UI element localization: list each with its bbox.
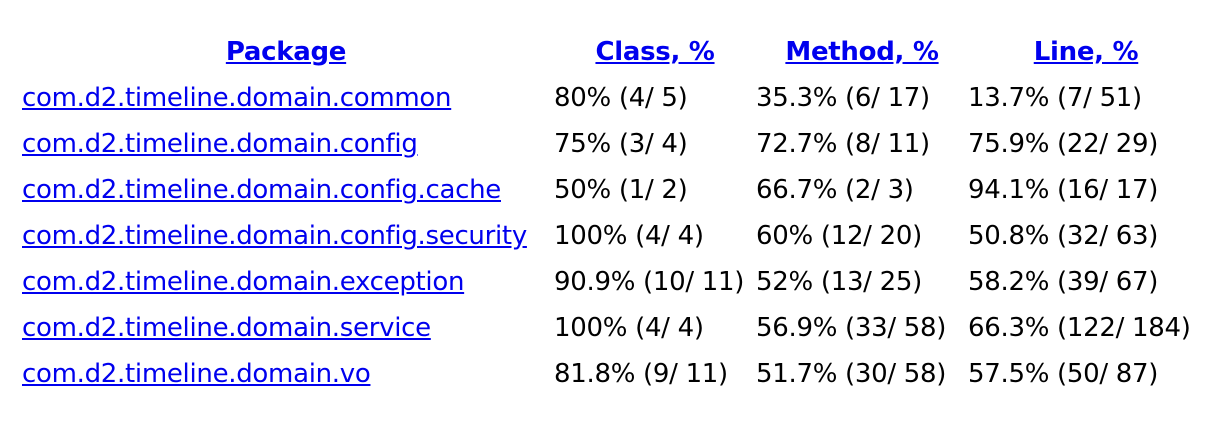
table-row: com.d2.timeline.domain.service 100% (4/ … bbox=[18, 305, 1204, 351]
method-coverage: 60% (12/ 20) bbox=[756, 221, 922, 251]
package-link[interactable]: com.d2.timeline.domain.config bbox=[22, 129, 418, 159]
package-link[interactable]: com.d2.timeline.domain.config.security bbox=[22, 221, 527, 251]
class-coverage: 80% (4/ 5) bbox=[554, 83, 688, 113]
package-cell: com.d2.timeline.domain.service bbox=[18, 305, 554, 351]
package-link[interactable]: com.d2.timeline.domain.vo bbox=[22, 359, 371, 389]
method-coverage: 35.3% (6/ 17) bbox=[756, 83, 930, 113]
sort-by-class-link[interactable]: Class, % bbox=[595, 36, 715, 67]
method-coverage: 52% (13/ 25) bbox=[756, 267, 922, 297]
package-cell: com.d2.timeline.domain.config.cache bbox=[18, 167, 554, 213]
header-row: Package Class, % Method, % Line, % bbox=[18, 28, 1204, 75]
line-coverage: 75.9% (22/ 29) bbox=[968, 129, 1159, 159]
line-header: Line, % bbox=[968, 28, 1204, 75]
class-coverage: 90.9% (10/ 11) bbox=[554, 267, 745, 297]
class-coverage: 75% (3/ 4) bbox=[554, 129, 688, 159]
line-coverage: 94.1% (16/ 17) bbox=[968, 175, 1159, 205]
method-coverage: 72.7% (8/ 11) bbox=[756, 129, 930, 159]
method-header: Method, % bbox=[756, 28, 968, 75]
table-row: com.d2.timeline.domain.config.cache 50% … bbox=[18, 167, 1204, 213]
class-coverage: 100% (4/ 4) bbox=[554, 221, 704, 251]
class-coverage: 50% (1/ 2) bbox=[554, 175, 688, 205]
line-coverage: 66.3% (122/ 184) bbox=[968, 313, 1191, 343]
package-link[interactable]: com.d2.timeline.domain.service bbox=[22, 313, 431, 343]
class-header: Class, % bbox=[554, 28, 756, 75]
table-row: com.d2.timeline.domain.config 75% (3/ 4)… bbox=[18, 121, 1204, 167]
table-row: com.d2.timeline.domain.common 80% (4/ 5)… bbox=[18, 75, 1204, 121]
package-header: Package bbox=[18, 28, 554, 75]
sort-by-line-link[interactable]: Line, % bbox=[1033, 36, 1139, 67]
table-row: com.d2.timeline.domain.config.security 1… bbox=[18, 213, 1204, 259]
class-coverage: 100% (4/ 4) bbox=[554, 313, 704, 343]
table-row: com.d2.timeline.domain.vo 81.8% (9/ 11) … bbox=[18, 351, 1204, 397]
table-row: com.d2.timeline.domain.exception 90.9% (… bbox=[18, 259, 1204, 305]
line-coverage: 58.2% (39/ 67) bbox=[968, 267, 1159, 297]
package-link[interactable]: com.d2.timeline.domain.config.cache bbox=[22, 175, 501, 205]
package-cell: com.d2.timeline.domain.common bbox=[18, 75, 554, 121]
method-coverage: 66.7% (2/ 3) bbox=[756, 175, 914, 205]
method-coverage: 56.9% (33/ 58) bbox=[756, 313, 947, 343]
line-coverage: 13.7% (7/ 51) bbox=[968, 83, 1142, 113]
line-coverage: 57.5% (50/ 87) bbox=[968, 359, 1159, 389]
package-link[interactable]: com.d2.timeline.domain.common bbox=[22, 83, 452, 113]
sort-by-package-link[interactable]: Package bbox=[225, 36, 347, 67]
line-coverage: 50.8% (32/ 63) bbox=[968, 221, 1159, 251]
sort-by-method-link[interactable]: Method, % bbox=[785, 36, 939, 67]
package-cell: com.d2.timeline.domain.config.security bbox=[18, 213, 554, 259]
method-coverage: 51.7% (30/ 58) bbox=[756, 359, 947, 389]
package-cell: com.d2.timeline.domain.vo bbox=[18, 351, 554, 397]
package-link[interactable]: com.d2.timeline.domain.exception bbox=[22, 267, 465, 297]
coverage-table: Package Class, % Method, % Line, % com.d… bbox=[18, 28, 1204, 397]
class-coverage: 81.8% (9/ 11) bbox=[554, 359, 728, 389]
package-cell: com.d2.timeline.domain.exception bbox=[18, 259, 554, 305]
package-cell: com.d2.timeline.domain.config bbox=[18, 121, 554, 167]
